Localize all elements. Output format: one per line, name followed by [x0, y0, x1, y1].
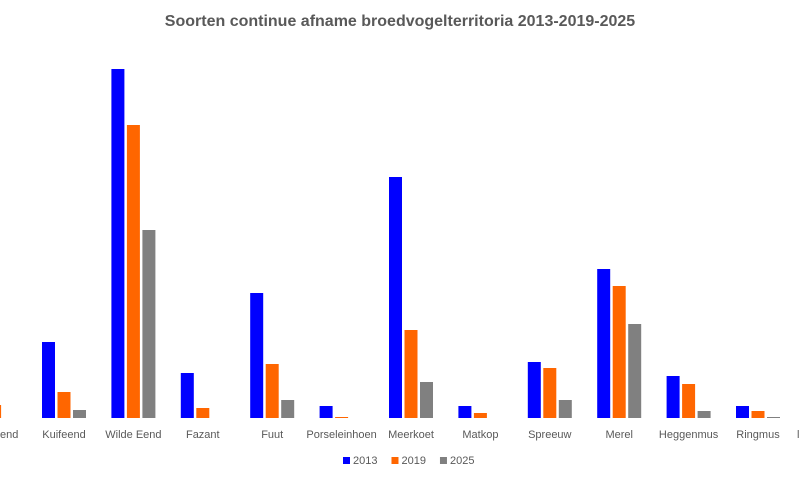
legend-label: 2019	[401, 455, 425, 467]
chart-title: Soorten continue afname broedvogelterrit…	[165, 13, 635, 30]
bar	[281, 400, 295, 418]
bar	[558, 400, 572, 418]
x-tick-label: Kuifeend	[42, 429, 85, 441]
bar	[404, 330, 418, 418]
x-tick-label: Porseleinhoen	[306, 429, 376, 441]
x-tick-label: Ringmus	[736, 429, 780, 441]
bar	[73, 410, 86, 418]
bar	[265, 364, 279, 418]
x-tick-label: Matkop	[462, 429, 498, 441]
bar	[697, 411, 711, 418]
legend-label: 2013	[353, 455, 377, 467]
bar	[736, 406, 749, 418]
bar	[682, 384, 696, 418]
x-tick-label: end	[0, 429, 18, 441]
bar	[0, 405, 2, 418]
bar	[180, 373, 194, 418]
bar	[543, 368, 557, 418]
x-tick-label: Spreeuw	[528, 429, 571, 441]
legend-swatch	[343, 457, 350, 464]
bar	[196, 408, 210, 418]
bar	[527, 362, 541, 418]
legend-swatch	[391, 457, 399, 464]
legend-swatch	[439, 457, 447, 464]
bar	[142, 230, 156, 418]
x-tick-label: Meerkoet	[388, 429, 434, 441]
x-tick-label: Fuut	[261, 429, 283, 441]
bar	[420, 382, 433, 418]
bar	[473, 413, 487, 418]
bar	[612, 286, 626, 418]
bar	[597, 269, 611, 418]
x-tick-label: Wilde Eend	[105, 429, 161, 441]
legend-label: 2025	[450, 455, 474, 467]
bar	[111, 69, 125, 418]
bar	[751, 411, 765, 418]
bar	[57, 392, 71, 418]
x-tick-label: Heggenmus	[659, 429, 719, 441]
x-tick-label: l	[797, 429, 799, 441]
bar	[458, 406, 472, 418]
bar	[335, 417, 349, 418]
bar	[319, 406, 333, 418]
x-tick-label: Fazant	[186, 429, 220, 441]
bar	[666, 376, 680, 418]
bar	[389, 177, 402, 418]
bar	[126, 125, 140, 418]
bar	[628, 324, 642, 418]
bar	[42, 342, 55, 418]
bar	[250, 293, 264, 418]
x-tick-label: Merel	[605, 429, 633, 441]
bar	[767, 417, 780, 418]
